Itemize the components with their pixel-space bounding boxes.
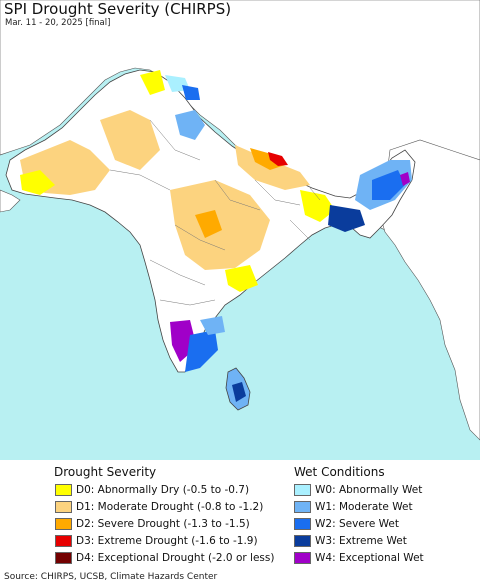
legend-swatch <box>55 501 72 513</box>
d1-north-west <box>100 110 160 170</box>
drought-legend-item: D3: Extreme Drought (-1.6 to -1.9) <box>55 534 258 548</box>
sri-lanka-w3 <box>232 382 246 402</box>
map-title: SPI Drought Severity (CHIRPS) <box>4 0 232 18</box>
w2-tamilnadu <box>185 330 218 372</box>
w1-south <box>200 316 225 335</box>
d3-nepal <box>268 152 288 166</box>
legend-swatch <box>294 484 311 496</box>
legend-label: D1: Moderate Drought (-0.8 to -1.2) <box>76 501 264 513</box>
legend-swatch <box>294 552 311 564</box>
d0-south <box>225 265 258 292</box>
legend-swatch <box>55 518 72 530</box>
d0-east <box>300 190 335 222</box>
source-caption: Source: CHIRPS, UCSB, Climate Hazards Ce… <box>4 572 218 582</box>
boundaries <box>109 119 321 306</box>
w3-northeast <box>328 205 365 232</box>
wet-legend-item: W1: Moderate Wet <box>294 500 413 514</box>
legend-swatch <box>55 552 72 564</box>
legend-swatch <box>55 535 72 547</box>
drought-legend-item: D2: Severe Drought (-1.3 to -1.5) <box>55 517 250 531</box>
legend-swatch <box>55 484 72 496</box>
w1-north <box>175 110 205 140</box>
wet-legend-item: W4: Exceptional Wet <box>294 551 424 565</box>
legend-label: W2: Severe Wet <box>315 518 399 530</box>
legend-label: W1: Moderate Wet <box>315 501 413 513</box>
legend-label: W3: Extreme Wet <box>315 535 407 547</box>
legend-label: W0: Abnormally Wet <box>315 484 423 496</box>
drought-legend-title: Drought Severity <box>54 465 157 479</box>
w2-northeast <box>372 170 405 200</box>
drought-legend-item: D1: Moderate Drought (-0.8 to -1.2) <box>55 500 263 514</box>
east-land <box>379 139 480 441</box>
legend-label: D0: Abnormally Dry (-0.5 to -0.7) <box>76 484 250 496</box>
legend-label: D4: Exceptional Drought (-2.0 or less) <box>76 552 275 564</box>
wet-legend-item: W3: Extreme Wet <box>294 534 407 548</box>
wet-legend-item: W2: Severe Wet <box>294 517 399 531</box>
d2-central <box>195 210 222 238</box>
drought-legend-item: D0: Abnormally Dry (-0.5 to -0.7) <box>55 483 249 497</box>
west-land <box>0 189 21 213</box>
legend-swatch <box>294 535 311 547</box>
wet-legend-title: Wet Conditions <box>294 465 385 479</box>
wet-legend-item: W0: Abnormally Wet <box>294 483 422 497</box>
legend-swatch <box>294 501 311 513</box>
map-subtitle: Mar. 11 - 20, 2025 [final] <box>5 18 111 28</box>
drought-legend-item: D4: Exceptional Drought (-2.0 or less) <box>55 551 274 565</box>
legend-label: W4: Exceptional Wet <box>315 552 424 564</box>
legend-label: D3: Extreme Drought (-1.6 to -1.9) <box>76 535 258 547</box>
drought-map <box>0 0 480 460</box>
legend-label: D2: Severe Drought (-1.3 to -1.5) <box>76 518 250 530</box>
legend-swatch <box>294 518 311 530</box>
d0-north <box>140 70 165 95</box>
w4-northeast <box>400 172 410 186</box>
w2-north <box>182 85 200 100</box>
d0-west <box>20 170 55 195</box>
